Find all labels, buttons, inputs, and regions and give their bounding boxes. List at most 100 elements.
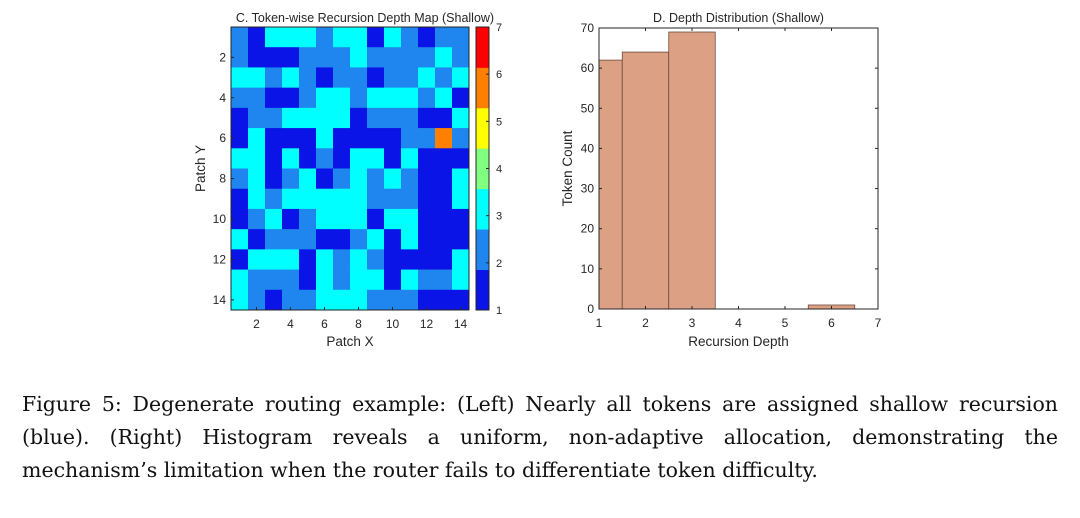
heatmap-cell [401,148,419,169]
heatmap-cell [282,47,300,68]
y-tick-label: 40 [581,141,595,155]
heatmap-cell [248,67,266,89]
heatmap-cell [435,148,453,169]
heatmap-cell [350,67,368,89]
heatmap-cell [418,208,436,230]
heatmap-cell [384,47,402,68]
heatmap-cell [299,67,317,89]
heatmap-cell [282,128,300,149]
heatmap-cell [384,27,402,48]
heatmap-cell [350,27,368,48]
heatmap-cell [299,249,317,270]
y-tick-label: 0 [587,302,594,316]
y-tick-label: 2 [219,50,226,64]
heatmap-cell [350,87,368,109]
x-tick-label: 12 [420,317,434,331]
heatmap-cell [316,148,334,169]
heatmap-cell [231,168,249,190]
heatmap-cell [452,148,470,169]
y-tick-label: 14 [213,293,227,307]
heatmap-cell [316,289,334,311]
x-tick-label: 8 [355,317,362,331]
y-tick-label: 4 [219,91,226,105]
y-tick-label: 8 [219,172,226,186]
heatmap-cell [316,107,334,129]
heatmap-cell [418,107,436,129]
heatmap-y-label: Patch Y [193,145,208,192]
heatmap-cell [265,229,283,250]
heatmap-cell [452,107,470,129]
heatmap-cell [401,208,419,230]
heatmap-cell [299,128,317,149]
heatmap-cell [401,27,419,48]
heatmap-cell [401,107,419,129]
heatmap-cell [316,87,334,109]
heatmap-cell [350,128,368,149]
heatmap-cell [231,148,249,169]
heatmap-cell [418,87,436,109]
heatmap-cell [418,229,436,250]
heatmap-cell [367,67,385,89]
colorbar-tick-label: 5 [496,116,502,128]
heatmap-cell [333,47,351,68]
heatmap-cell [401,128,419,149]
heatmap-cell [452,188,470,210]
heatmap-cell [299,229,317,250]
y-tick-label: 20 [581,222,595,236]
heatmap-cell [299,269,317,291]
heatmap-cell [248,148,266,169]
heatmap-cell [282,148,300,169]
heatmap-cell [231,128,249,149]
heatmap-cell [401,47,419,68]
heatmap-cell [367,188,385,210]
heatmap-cell [265,289,283,311]
heatmap-cell [401,168,419,190]
heatmap-cell [435,229,453,250]
heatmap-cell [401,269,419,291]
heatmap-cell [350,188,368,210]
heatmap-cell [452,67,470,89]
heatmap-cell [299,168,317,190]
heatmap-cell [367,128,385,149]
colorbar-segment [476,188,489,230]
colorbar-tick-label: 4 [496,164,502,176]
heatmap-cell [452,229,470,250]
heatmap-cell [435,47,453,68]
heatmap-cell [333,67,351,89]
heatmap-cell [316,128,334,149]
x-tick-label: 3 [689,316,696,330]
heatmap-cell [350,289,368,311]
heatmap-cell [452,208,470,230]
heatmap-cell [435,188,453,210]
heatmap-cell [248,128,266,149]
heatmap-cell [367,87,385,109]
heatmap-cell [299,148,317,169]
heatmap-cell [452,249,470,270]
heatmap-cell [333,229,351,250]
heatmap-cell [282,229,300,250]
y-tick-label: 12 [213,252,227,266]
histogram-title: D. Depth Distribution (Shallow) [653,11,824,25]
y-tick-label: 6 [219,131,226,145]
heatmap-cell [350,107,368,129]
heatmap-cell [282,87,300,109]
heatmap-cell [333,208,351,230]
heatmap-cell [282,249,300,270]
heatmap-cell [316,249,334,270]
x-tick-label: 6 [828,316,835,330]
histogram-bar [668,31,716,310]
heatmap-cell [367,27,385,48]
heatmap-cell [316,188,334,210]
heatmap-cell [299,208,317,230]
heatmap-cell [231,67,249,89]
heatmap-cell [231,289,249,311]
heatmap-cell [265,269,283,291]
heatmap-cell [265,107,283,129]
heatmap-cell [401,67,419,89]
heatmap-cell [299,289,317,311]
heatmap-cell [282,269,300,291]
heatmap-cell [248,47,266,68]
x-tick-label: 14 [454,317,468,331]
heatmap-cell [248,188,266,210]
heatmap-cell [231,188,249,210]
